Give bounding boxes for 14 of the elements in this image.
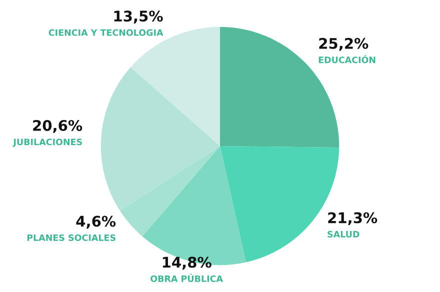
data-label: 25,2% [319, 38, 368, 51]
pie-slice [100, 67, 220, 210]
slice-label: EDUCACIÓN [318, 54, 376, 64]
pie-slice [120, 146, 220, 236]
slice-label: PLANES SOCIALES [27, 234, 116, 241]
data-label: 14,8% [162, 256, 212, 270]
data-label: 21,3% [328, 212, 378, 226]
data-label: 13,5% [114, 10, 163, 24]
data-label: 20,6% [33, 120, 82, 133]
slice-label: CIENCIA Y TECNOLOGIA [48, 29, 164, 36]
slice-label: OBRA PÚBLICA [150, 274, 223, 282]
slice-label: SALUD [328, 230, 360, 238]
slice-label: JUBILACIONES [12, 138, 82, 147]
data-label: 4,6% [76, 216, 116, 229]
